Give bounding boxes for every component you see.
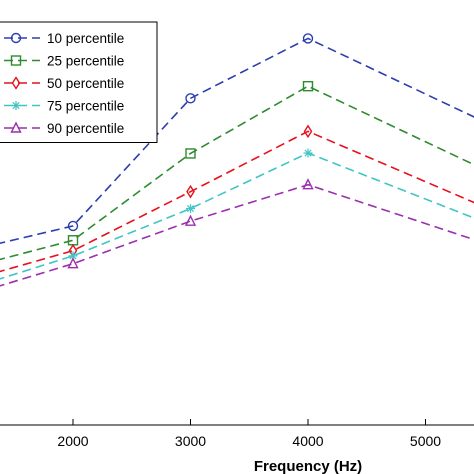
series-line-50-percentile (0, 130, 474, 273)
legend-marker-25-percentile (10, 55, 22, 66)
legend-marker-50-percentile (11, 76, 21, 90)
legend-marker-75-percentile (11, 101, 21, 110)
series-line-25-percentile (0, 85, 474, 261)
series-line-10-percentile (0, 37, 474, 245)
legend-label-10-percentile: 10 percentile (47, 31, 124, 46)
data-point-25-percentile-3000 (185, 148, 196, 159)
data-point-50-percentile-3000 (186, 184, 195, 199)
legend-label-50-percentile: 50 percentile (47, 76, 124, 91)
x-axis-title: Frequency (Hz) (254, 458, 362, 474)
data-point-10-percentile-4000 (302, 33, 314, 44)
data-point-75-percentile-4000 (303, 148, 313, 158)
x-tick-label-4000: 4000 (292, 433, 323, 449)
legend-label-75-percentile: 75 percentile (47, 99, 124, 114)
legend-marker-10-percentile (10, 32, 22, 44)
x-tick-label-3000: 3000 (175, 433, 206, 449)
data-point-90-percentile-3000 (184, 214, 197, 226)
legend-label-25-percentile: 25 percentile (47, 54, 124, 69)
data-point-90-percentile-2000 (67, 257, 79, 269)
series-line-75-percentile (0, 152, 474, 280)
data-point-75-percentile-3000 (186, 204, 195, 214)
series-line-90-percentile (0, 183, 474, 287)
legend-label-90-percentile: 90 percentile (47, 121, 124, 136)
data-point-90-percentile-4000 (302, 178, 314, 190)
x-tick-label-5000: 5000 (410, 433, 441, 449)
data-point-10-percentile-2000 (67, 220, 79, 232)
data-point-50-percentile-4000 (303, 124, 313, 139)
data-point-25-percentile-4000 (302, 80, 314, 92)
x-tick-label-2000: 2000 (57, 433, 88, 449)
legend-marker-90-percentile (10, 121, 22, 133)
data-point-10-percentile-3000 (185, 93, 196, 104)
